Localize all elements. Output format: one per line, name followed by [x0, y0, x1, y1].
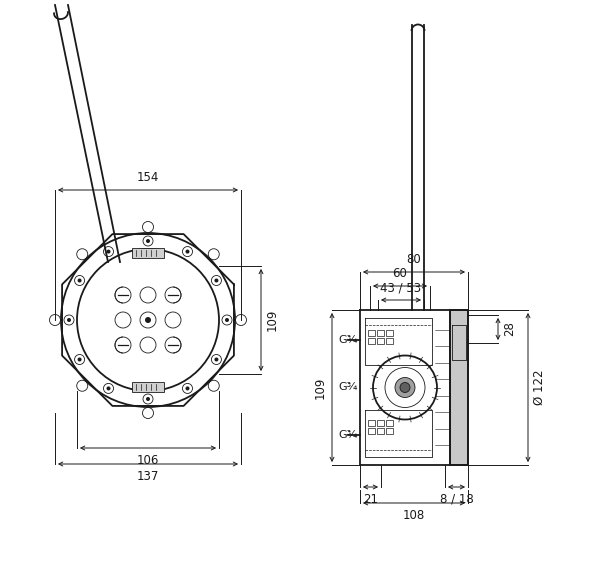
Circle shape	[146, 397, 150, 401]
Bar	[377, 338, 384, 344]
Circle shape	[107, 249, 110, 254]
Bar	[386, 330, 393, 336]
Bar	[377, 420, 384, 426]
Circle shape	[146, 239, 150, 243]
Text: 43 / 53: 43 / 53	[380, 281, 422, 294]
Bar	[377, 330, 384, 336]
Circle shape	[395, 377, 415, 397]
Bar	[368, 338, 375, 344]
Circle shape	[77, 278, 82, 282]
Text: G¾: G¾	[338, 335, 358, 345]
Bar	[368, 330, 375, 336]
Text: 106: 106	[137, 454, 159, 467]
Bar	[368, 420, 375, 426]
Text: 108: 108	[403, 509, 425, 522]
Bar	[386, 338, 393, 344]
Text: 80: 80	[407, 253, 421, 266]
Bar	[132, 382, 164, 392]
Circle shape	[67, 318, 71, 322]
Text: 109: 109	[266, 309, 279, 331]
Circle shape	[77, 357, 82, 362]
Text: 60: 60	[392, 267, 407, 280]
Circle shape	[400, 383, 410, 393]
Text: 28: 28	[503, 322, 516, 336]
Bar	[386, 420, 393, 426]
Text: Ø 122: Ø 122	[533, 370, 546, 405]
Bar	[450, 310, 468, 465]
Circle shape	[214, 278, 218, 282]
Bar	[386, 428, 393, 434]
Bar	[132, 248, 164, 258]
Circle shape	[185, 386, 190, 390]
Text: 109: 109	[314, 376, 327, 399]
Text: 154: 154	[137, 171, 159, 184]
Circle shape	[185, 249, 190, 254]
Bar	[377, 428, 384, 434]
Circle shape	[225, 318, 229, 322]
Text: G¾: G¾	[338, 430, 358, 440]
Text: G¾: G¾	[338, 383, 358, 393]
Bar	[368, 428, 375, 434]
Text: 21: 21	[363, 493, 378, 506]
Circle shape	[145, 317, 151, 323]
Text: 137: 137	[137, 470, 159, 483]
Text: 8 / 18: 8 / 18	[440, 493, 473, 506]
Circle shape	[214, 357, 218, 362]
Circle shape	[107, 386, 110, 390]
